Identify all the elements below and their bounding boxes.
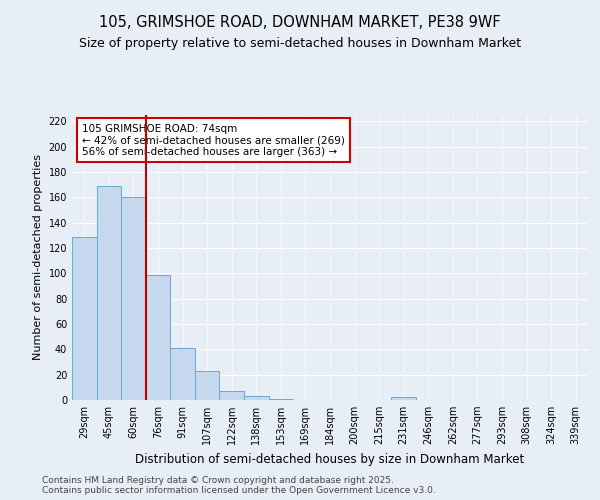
Bar [146,274,170,400]
Bar [269,398,293,400]
Bar [97,186,121,400]
Text: 105, GRIMSHOE ROAD, DOWNHAM MARKET, PE38 9WF: 105, GRIMSHOE ROAD, DOWNHAM MARKET, PE38… [99,15,501,30]
Text: Contains HM Land Registry data © Crown copyright and database right 2025.
Contai: Contains HM Land Registry data © Crown c… [42,476,436,495]
Bar [121,198,146,400]
X-axis label: Distribution of semi-detached houses by size in Downham Market: Distribution of semi-detached houses by … [136,452,524,466]
Text: Size of property relative to semi-detached houses in Downham Market: Size of property relative to semi-detach… [79,38,521,51]
Bar [170,348,195,400]
Bar [195,371,220,400]
Bar [244,396,269,400]
Text: 105 GRIMSHOE ROAD: 74sqm
← 42% of semi-detached houses are smaller (269)
56% of : 105 GRIMSHOE ROAD: 74sqm ← 42% of semi-d… [82,124,345,157]
Y-axis label: Number of semi-detached properties: Number of semi-detached properties [33,154,43,360]
Bar [220,391,244,400]
Bar [391,398,416,400]
Bar [72,236,97,400]
